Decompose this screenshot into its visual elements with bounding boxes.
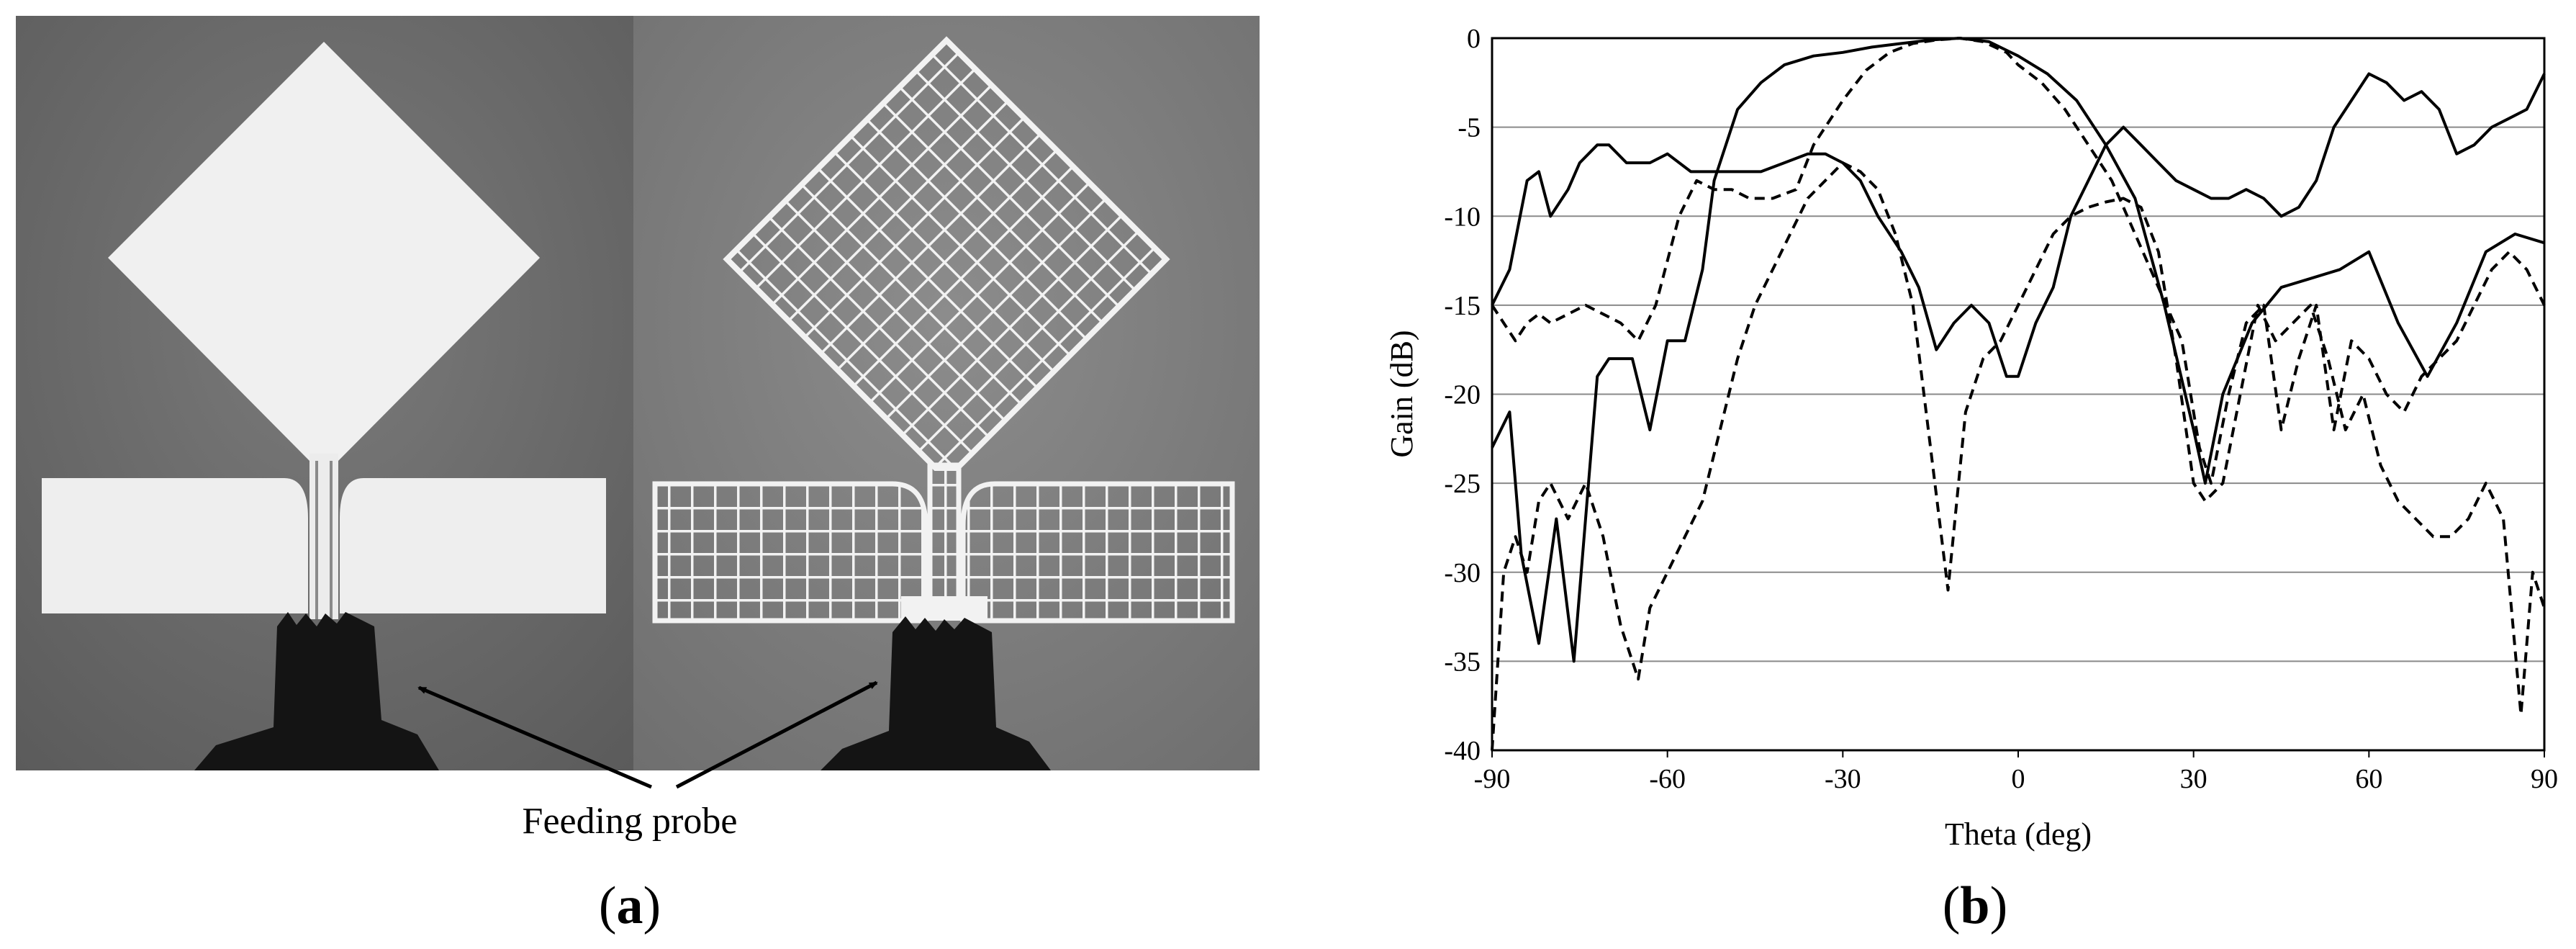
y-tick-labels: 0 -5 -10 -15 -20 -25 -30 -35 -40 xyxy=(1444,24,1481,766)
chart-series xyxy=(1491,37,2546,751)
y-tick-label: -30 xyxy=(1444,558,1481,588)
chart-gridlines xyxy=(1492,126,2544,662)
panel-b-caption-letter: b xyxy=(1960,876,1989,935)
solid-antenna xyxy=(42,42,606,619)
arrow-to-left-probe xyxy=(417,685,652,789)
y-tick-label: -10 xyxy=(1444,202,1481,232)
arrow-to-right-probe xyxy=(675,680,878,789)
panel-a-caption: (a) xyxy=(599,876,661,935)
x-tick-label: 60 xyxy=(2355,764,2382,794)
mesh-antenna xyxy=(652,36,1235,624)
x-tick-label: 0 xyxy=(2012,764,2025,794)
mesh-feed-pad xyxy=(901,596,988,621)
y-tick-label: -5 xyxy=(1458,113,1481,143)
probe-left xyxy=(194,612,439,770)
panel-a: Feeding probe (a) xyxy=(16,16,1260,935)
mesh-feed-line xyxy=(927,462,962,619)
x-tick-label: -30 xyxy=(1825,764,1861,794)
series-line-1 xyxy=(1491,37,2545,663)
x-tick-label: 30 xyxy=(2180,764,2207,794)
y-tick-label: -20 xyxy=(1444,380,1481,410)
feeding-probe-label: Feeding probe xyxy=(523,801,738,842)
series-line-4 xyxy=(1491,37,2546,485)
y-tick-label: -25 xyxy=(1444,469,1481,499)
mesh-ground-left xyxy=(652,481,928,624)
y-tick-label: -35 xyxy=(1444,647,1481,677)
x-tick-label: 90 xyxy=(2531,764,2558,794)
y-tick-label: -15 xyxy=(1444,291,1481,321)
panel-b-caption: (b) xyxy=(1943,876,2007,935)
panel-a-caption-letter: a xyxy=(617,876,643,935)
series-line-3 xyxy=(1491,161,2546,751)
solid-ground-right xyxy=(340,478,606,613)
x-tick-label: -60 xyxy=(1649,764,1686,794)
y-tick-label: 0 xyxy=(1467,24,1481,54)
y-axis-label: Gain (dB) xyxy=(1384,330,1419,457)
x-tick-labels: -90 -60 -30 0 30 60 90 xyxy=(1474,750,2558,794)
probe-right xyxy=(821,616,1051,770)
panel-b: 0 -5 -10 -15 -20 -25 -30 -35 -40 -90 -60 -30 0 30 60 9… xyxy=(1384,24,2558,935)
series-line-2 xyxy=(1491,72,2546,378)
y-tick-label: -40 xyxy=(1444,736,1481,766)
x-tick-label: -90 xyxy=(1474,764,1511,794)
solid-feed-line xyxy=(309,454,338,619)
solid-diamond-patch xyxy=(108,42,540,461)
solid-ground-left xyxy=(42,478,308,613)
mesh-ground-right xyxy=(960,481,1235,624)
x-axis-label: Theta (deg) xyxy=(1945,817,2092,852)
